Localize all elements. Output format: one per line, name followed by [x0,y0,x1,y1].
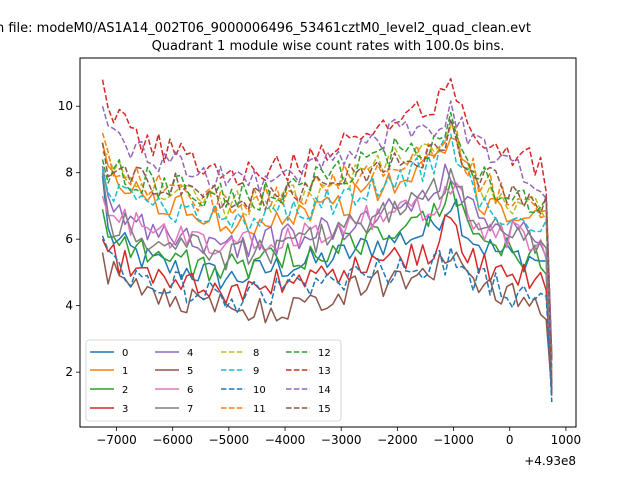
legend-label-12: 12 [318,348,331,359]
series-line-5 [101,251,553,391]
legend-label-15: 15 [318,404,331,415]
y-tick-label: 4 [65,299,73,313]
legend-label-0: 0 [122,348,128,359]
series-line-14 [101,100,553,361]
x-tick-label: 0 [506,433,514,447]
series-line-9 [101,132,553,369]
x-offset-label: +4.93e8 [524,454,576,468]
figure-suptitle: n file: modeM0/AS1A14_002T06_9000006496_… [0,21,531,36]
legend-label-10: 10 [253,385,266,396]
x-tick-label: −2000 [377,433,418,447]
y-tick-label: 8 [65,166,73,180]
x-tick-label: 1000 [551,433,582,447]
series-line-6 [101,182,553,377]
x-tick-label: −6000 [152,433,193,447]
series-line-13 [101,77,553,358]
plot-lines [101,77,553,403]
legend-label-3: 3 [122,404,128,415]
legend-box [85,339,342,422]
series-line-4 [101,163,553,396]
chart-title: Quadrant 1 module wise count rates with … [152,39,505,54]
x-tick-label: −4000 [265,433,306,447]
legend-label-5: 5 [187,366,193,377]
legend-label-1: 1 [122,366,128,377]
legend-label-2: 2 [122,385,128,396]
legend-label-11: 11 [253,404,266,415]
y-tick-label: 10 [58,99,73,113]
legend-label-4: 4 [187,348,193,359]
legend-label-7: 7 [187,404,193,415]
series-line-10 [101,235,553,403]
legend-label-14: 14 [318,385,331,396]
series-line-11 [101,125,553,360]
y-tick-label: 2 [65,365,73,379]
x-tick-label: −3000 [321,433,362,447]
series-line-12 [101,111,553,358]
plot-frame [79,57,577,428]
series-line-2 [101,179,553,394]
y-axis: 2 4 6 8 10 [58,99,80,379]
x-tick-label: −1000 [433,433,474,447]
legend-label-8: 8 [253,348,259,359]
series-line-7 [101,167,553,385]
y-tick-label: 6 [65,232,73,246]
legend-label-13: 13 [318,366,331,377]
series-line-0 [101,175,553,393]
x-tick-label: −5000 [209,433,250,447]
series-line-15 [101,118,553,390]
x-tick-label: −7000 [96,433,137,447]
legend-label-9: 9 [253,366,259,377]
x-axis: −7000 −6000 −5000 −4000 −3000 −2000 −1000 0 1000 [96,427,581,447]
legend-label-6: 6 [187,385,193,396]
